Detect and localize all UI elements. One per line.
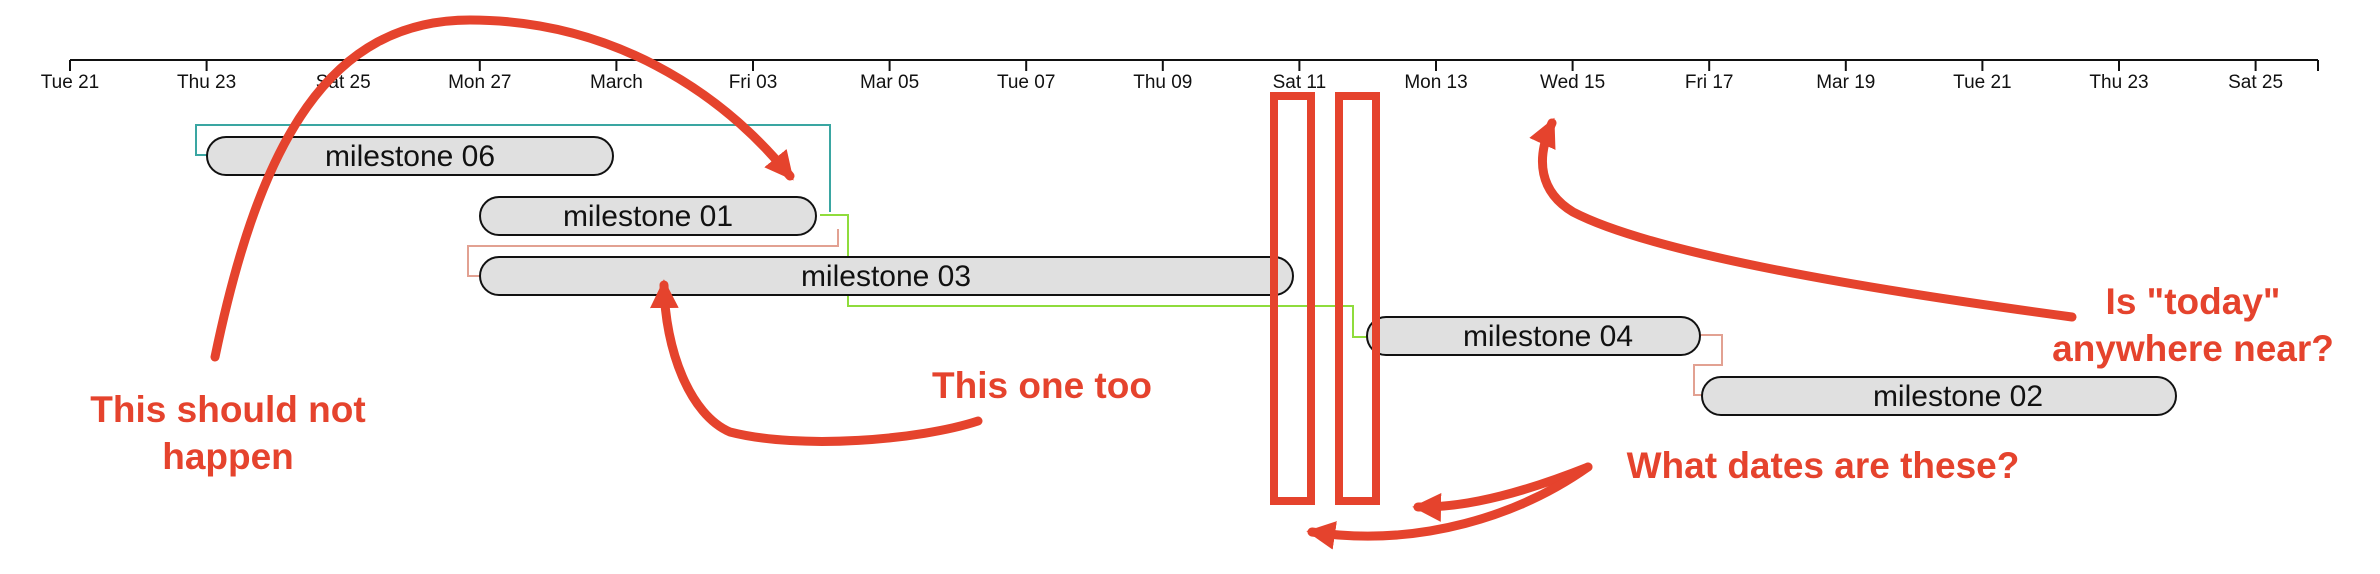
milestone-bar-01-label: milestone 01 [563, 200, 733, 233]
milestone-bar-02-shape[interactable] [1701, 376, 2177, 416]
milestone-bar-02[interactable]: milestone 02 [1701, 376, 2177, 416]
highlight-box-right [1335, 92, 1380, 505]
axis-tick-label: Wed 15 [1540, 72, 1605, 93]
axis-tick-label: March [590, 72, 643, 93]
time-axis: Tue 21 Thu 23 Sat 25 Mon 27 March Fri 03 Mar 0… [41, 59, 2319, 93]
arrow-today [1529, 117, 2077, 322]
connector-06-to-04 [195, 124, 831, 212]
milestone-bar-04-label: milestone 04 [1463, 320, 1633, 353]
milestone-bar-02-label: milestone 02 [1873, 380, 2043, 413]
axis-tick-label: Thu 23 [177, 72, 236, 93]
milestone-bars: milestone 06 milestone 01 milestone 03 m… [206, 136, 2177, 416]
axis-tick-label: Mar 05 [860, 72, 919, 93]
dependency-connectors [195, 124, 1723, 396]
arrow-dates-lower [1306, 462, 1593, 550]
connector-01-to-04 [820, 214, 1367, 338]
milestone-bar-04-shape[interactable] [1366, 316, 1701, 356]
axis-tick-label: Sat 11 [1273, 72, 1327, 93]
arrow-dates-upper [1412, 462, 1593, 522]
axis-tick-label: Tue 21 [41, 72, 99, 93]
axis-tick-label: Thu 09 [1133, 72, 1192, 93]
axis-tick-label: Fri 03 [729, 72, 778, 93]
connector-03-to-01 [467, 229, 839, 277]
axis-tick-label: Thu 23 [2089, 72, 2148, 93]
arrow-this-one-too [649, 279, 983, 446]
annotation-should-not-happen-line1: This should not [90, 389, 365, 430]
milestone-bar-01[interactable]: milestone 01 [479, 196, 817, 236]
annotation-arrows [210, 15, 2077, 550]
axis-ticks: Tue 21 Thu 23 Sat 25 Mon 27 March Fri 03 Mar 0… [41, 60, 2319, 93]
milestone-bar-01-shape[interactable] [479, 196, 817, 236]
annotation-texts: This should not happen This one too What… [90, 281, 2334, 486]
axis-tick-label: Sat 25 [2228, 72, 2283, 93]
highlight-box-left [1270, 92, 1315, 505]
axis-tick-label: Mar 19 [1816, 72, 1875, 93]
connector-02-to-04 [1693, 334, 1723, 396]
annotation-this-one-too: This one too [932, 365, 1152, 406]
axis-tick-label: Mon 13 [1404, 72, 1467, 93]
annotation-today-line2: anywhere near? [2052, 328, 2334, 369]
axis-tick-label: Mon 27 [448, 72, 511, 93]
milestone-bar-04[interactable]: milestone 04 [1366, 316, 1701, 356]
milestone-bar-03-shape[interactable] [479, 256, 1294, 296]
milestone-bar-03[interactable]: milestone 03 [479, 256, 1294, 296]
axis-tick-label: Tue 07 [997, 72, 1055, 93]
milestone-bar-03-label: milestone 03 [801, 260, 971, 293]
milestone-bar-06-label: milestone 06 [325, 140, 495, 173]
annotation-today-line1: Is "today" [2106, 281, 2281, 322]
annotation-what-dates: What dates are these? [1627, 445, 2020, 486]
highlight-boxes [1270, 92, 1380, 505]
milestone-bar-06[interactable]: milestone 06 [206, 136, 614, 176]
axis-tick-label: Fri 17 [1685, 72, 1734, 93]
arrow-should-not-happen [210, 15, 795, 362]
milestone-bar-06-shape[interactable] [206, 136, 614, 176]
axis-tick-label: Tue 21 [1953, 72, 2011, 93]
annotation-should-not-happen-line2: happen [162, 436, 294, 477]
